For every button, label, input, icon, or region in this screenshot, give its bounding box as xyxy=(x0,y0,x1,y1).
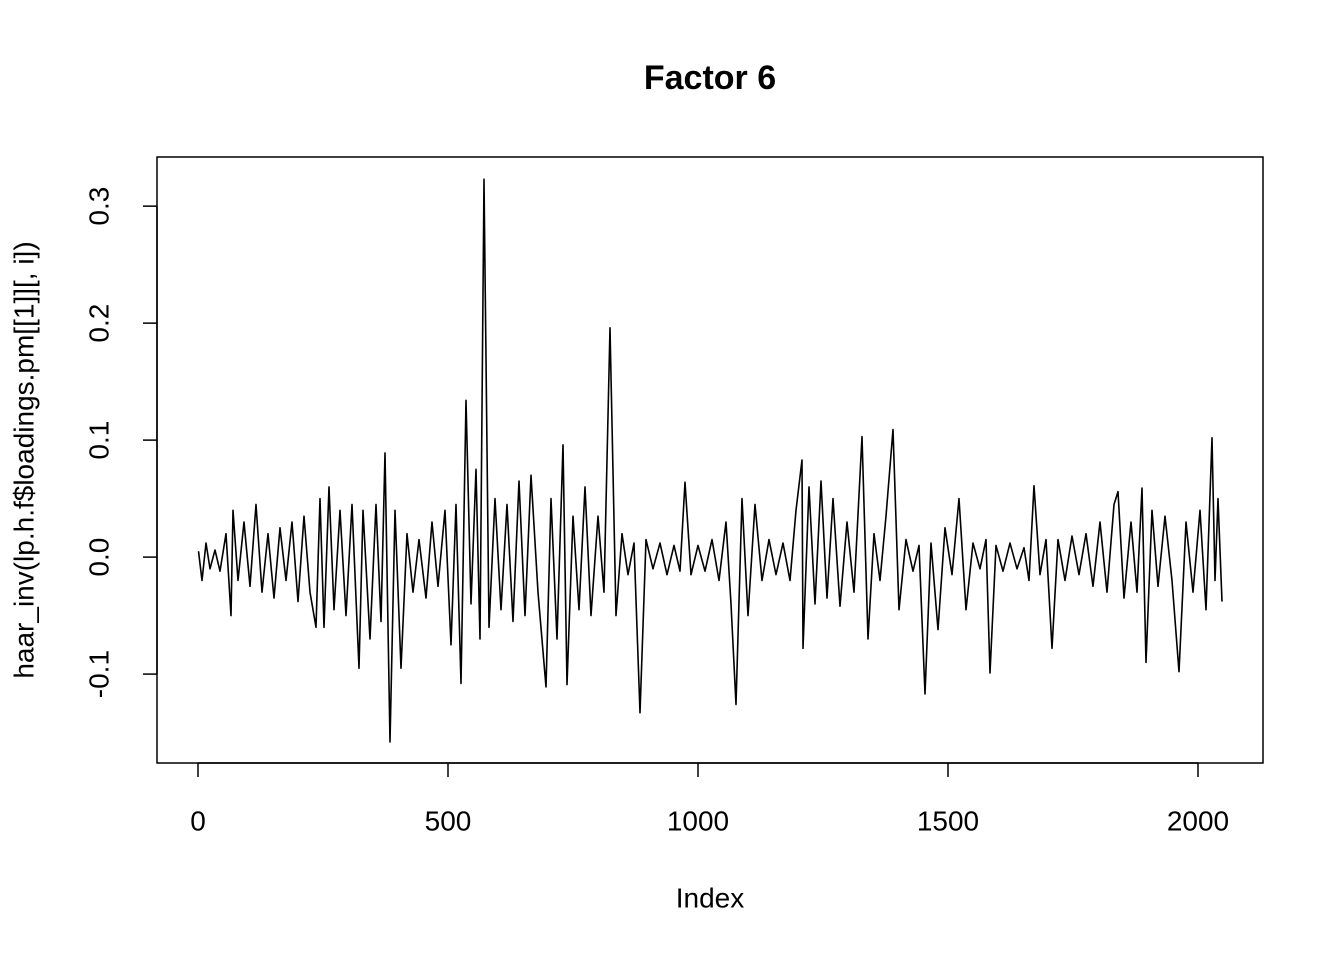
y-tick-label: 0.3 xyxy=(83,187,114,226)
x-axis-label: Index xyxy=(676,882,745,913)
y-tick-label: 0.1 xyxy=(83,421,114,460)
x-tick-label: 500 xyxy=(425,805,472,836)
x-tick-label: 0 xyxy=(190,805,206,836)
x-tick-label: 1500 xyxy=(917,805,979,836)
y-axis-label: haar_inv(lp.h.f$loadings.pm[[1]][, i]) xyxy=(8,241,39,678)
x-tick-label: 2000 xyxy=(1167,805,1229,836)
chart-title: Factor 6 xyxy=(644,59,776,97)
x-tick-label: 1000 xyxy=(667,805,729,836)
y-tick-label: 0.0 xyxy=(83,538,114,577)
y-tick-label: -0.1 xyxy=(83,650,114,698)
y-tick-label: 0.2 xyxy=(83,304,114,343)
data-line xyxy=(197,178,1223,743)
